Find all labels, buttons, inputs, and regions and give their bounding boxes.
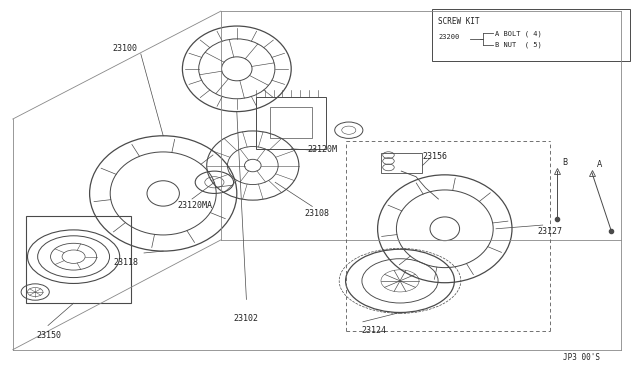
Text: 23124: 23124 <box>362 326 387 335</box>
Bar <box>256 97 326 149</box>
Text: 23156: 23156 <box>422 153 447 161</box>
Text: 23150: 23150 <box>36 331 61 340</box>
Bar <box>432 9 630 61</box>
Text: 23102: 23102 <box>234 314 259 323</box>
Bar <box>270 107 312 138</box>
Text: JP3 00'S: JP3 00'S <box>563 353 600 362</box>
Text: 23120M: 23120M <box>307 145 337 154</box>
Text: 23127: 23127 <box>538 227 563 236</box>
Text: SCREW KIT: SCREW KIT <box>438 17 480 26</box>
Text: A: A <box>597 160 602 169</box>
Text: A BOLT ( 4): A BOLT ( 4) <box>495 30 541 37</box>
Bar <box>381 153 422 173</box>
Text: 23118: 23118 <box>114 258 139 267</box>
Text: 23200: 23200 <box>438 34 460 40</box>
Bar <box>26 216 131 303</box>
Text: 23108: 23108 <box>305 209 330 218</box>
Text: 23100: 23100 <box>112 44 137 53</box>
Text: B: B <box>562 158 567 167</box>
Text: B NUT  ( 5): B NUT ( 5) <box>495 41 541 48</box>
Text: 23120MA: 23120MA <box>178 201 213 210</box>
